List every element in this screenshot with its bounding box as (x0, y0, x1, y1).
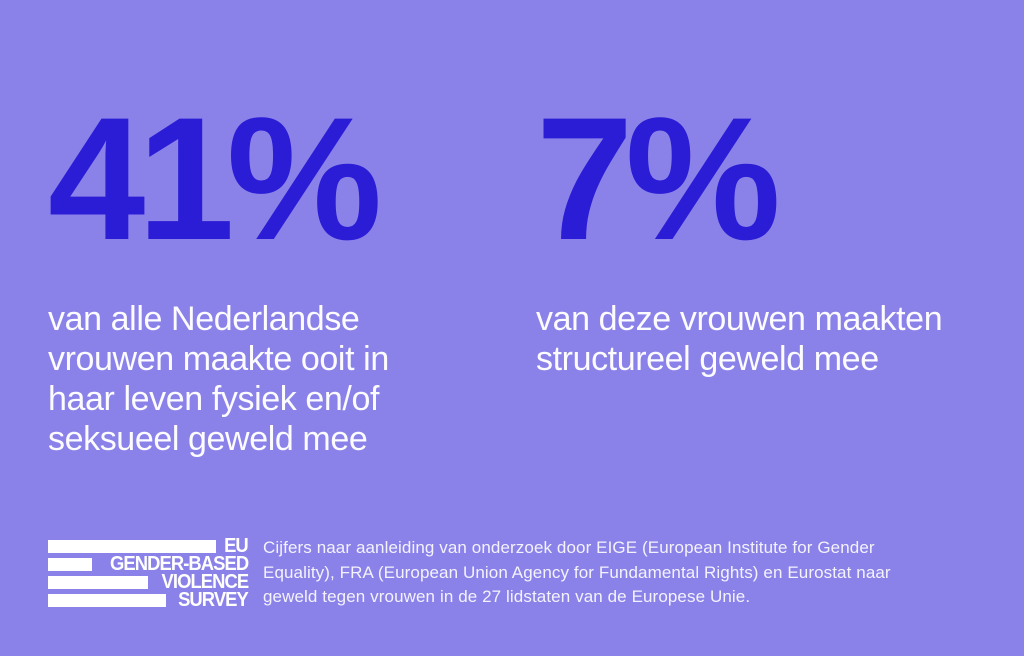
logo-row: EU (48, 535, 249, 557)
stat-description-line: vrouwen maakte ooit in (48, 340, 389, 378)
source-footnote: Cijfers naar aanleiding van onderzoek do… (263, 536, 953, 610)
logo-text-violence: VIOLENCE (161, 571, 249, 593)
stat-value-41-percent: 41% (48, 82, 382, 277)
stat-description-line: van deze vrouwen maakten (536, 300, 943, 338)
footnote-line: geweld tegen vrouwen in de 27 lidstaten … (263, 587, 751, 606)
footnote-line: Cijfers naar aanleiding van onderzoek do… (263, 538, 875, 557)
logo-bar (48, 576, 148, 589)
stat-description-line: haar leven fysiek en/of (48, 380, 379, 418)
logo-bar (48, 594, 167, 607)
stat-description-line: seksueel geweld mee (48, 420, 368, 458)
stat-description: van alle Nederlandse vrouwen maakte ooit… (48, 299, 389, 459)
logo-text-gender-based: GENDER-BASED (109, 553, 249, 575)
logo-bar (48, 540, 217, 553)
stat-description: van deze vrouwen maakten structureel gew… (536, 299, 943, 379)
logo-row: SURVEY (48, 589, 249, 611)
logo-text-eu: EU (224, 535, 249, 557)
stat-value-7-percent: 7% (536, 82, 781, 277)
logo-text-survey: SURVEY (178, 589, 249, 611)
stat-description-line: van alle Nederlandse (48, 300, 360, 338)
stat-description-line: structureel geweld mee (536, 340, 879, 378)
logo-row: VIOLENCE (48, 571, 249, 593)
footnote-line: Equality), FRA (European Union Agency fo… (263, 562, 891, 582)
logo-row: GENDER-BASED (48, 553, 249, 575)
eu-gender-based-violence-survey-logo: EU GENDER-BASED VIOLENCE SURVEY (48, 535, 249, 611)
logo-bar (48, 558, 92, 571)
